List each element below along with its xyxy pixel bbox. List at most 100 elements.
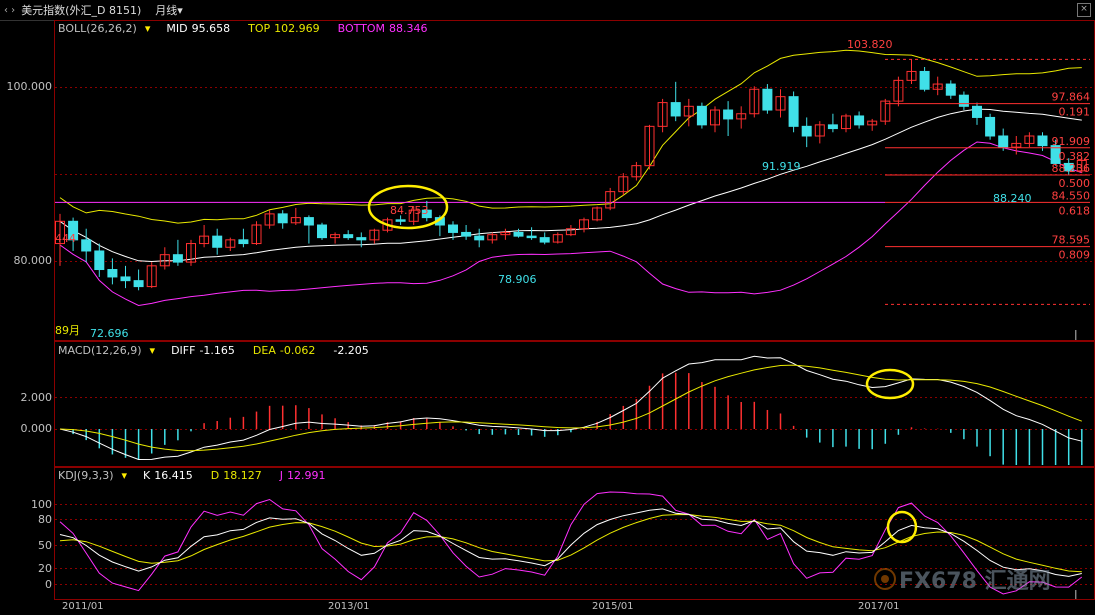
candle-body bbox=[867, 120, 878, 126]
candle-body bbox=[461, 231, 472, 237]
candle-body bbox=[539, 237, 550, 243]
candle-body bbox=[579, 219, 589, 230]
candle-body bbox=[827, 124, 838, 130]
macd-diff-label: DIFF bbox=[171, 344, 196, 357]
candle-body bbox=[618, 176, 629, 193]
candle-body bbox=[762, 88, 773, 111]
candle-body bbox=[814, 124, 825, 137]
candle-body bbox=[487, 234, 498, 241]
candle-body bbox=[395, 219, 406, 222]
candle-body bbox=[277, 213, 288, 224]
macd-dea-label: DEA bbox=[252, 344, 276, 357]
nav-arrows-icon[interactable]: ‹ › bbox=[4, 4, 16, 16]
left-month-label: 89月 bbox=[55, 324, 80, 337]
candle-body bbox=[775, 96, 786, 111]
candle-body bbox=[552, 234, 563, 243]
price-axis-label-100: 100.000 bbox=[6, 80, 53, 93]
macd-pane bbox=[59, 355, 1083, 465]
fib-ratio-label: 0.618 bbox=[1059, 204, 1091, 217]
candle-body bbox=[631, 165, 642, 178]
boll-bottom-label: BOTTOM bbox=[337, 22, 386, 35]
macd-axis-label-0: 0.000 bbox=[20, 422, 53, 435]
kdj-axis-label-80: 80 bbox=[38, 513, 52, 526]
pane-frames bbox=[54, 20, 1095, 600]
candle-body bbox=[605, 191, 616, 209]
fib-price-label: 91.909 bbox=[1052, 135, 1091, 148]
candle-body bbox=[500, 231, 511, 236]
candle-body bbox=[421, 209, 432, 219]
fib-price-label: 84.550 bbox=[1052, 189, 1091, 202]
candle-body bbox=[919, 70, 930, 90]
period-selector[interactable]: 月线▾ bbox=[155, 4, 183, 17]
candle-body bbox=[801, 125, 812, 137]
candle-body bbox=[749, 88, 760, 115]
candle-body bbox=[369, 229, 380, 241]
kdj-d-label: D bbox=[210, 469, 220, 482]
candle-body bbox=[1024, 135, 1035, 144]
boll-top-value: 102.969 bbox=[274, 22, 320, 35]
kdj-j-line bbox=[59, 491, 1083, 595]
last-low-label: 88.240 bbox=[993, 192, 1032, 205]
boll-legend: BOLL(26,26,2) ▾ MID 95.658 TOP 102.969 BO… bbox=[58, 22, 436, 36]
macd-diff-line bbox=[59, 355, 1082, 461]
candle-body bbox=[657, 102, 668, 127]
candle-body bbox=[906, 70, 917, 81]
macd-indicator-name[interactable]: MACD(12,26,9) ▾ bbox=[58, 344, 156, 357]
candle-body bbox=[513, 231, 524, 237]
fib-ratio-label: 0.809 bbox=[1059, 249, 1091, 262]
candle-body bbox=[408, 209, 419, 222]
candle-body bbox=[330, 234, 341, 239]
fib-ratio-label: 0.500 bbox=[1059, 177, 1091, 190]
fib-ratio-label: 0.382 bbox=[1059, 150, 1091, 163]
fib-price-label: 78.595 bbox=[1052, 234, 1091, 247]
candle-body bbox=[55, 220, 65, 245]
candle-body bbox=[565, 228, 576, 236]
time-axis-label-2013: 2013/01 bbox=[328, 601, 370, 612]
highlight-ellipse-kdj bbox=[886, 510, 918, 544]
kdj-axis-label-50: 50 bbox=[38, 539, 52, 552]
candle-body bbox=[172, 254, 183, 263]
candle-body bbox=[107, 269, 118, 278]
macd-diff-value: -1.165 bbox=[199, 344, 235, 357]
candle-body bbox=[225, 239, 236, 248]
candle-body bbox=[251, 224, 262, 245]
candle-body bbox=[1037, 135, 1048, 147]
macd-dea-line bbox=[59, 364, 1082, 452]
candle-body bbox=[526, 235, 537, 239]
kdj-axis-label-100: 100 bbox=[31, 498, 52, 511]
kdj-indicator-name[interactable]: KDJ(9,3,3) ▾ bbox=[58, 469, 128, 482]
candle-body bbox=[448, 224, 458, 233]
boll-indicator-name[interactable]: BOLL(26,26,2) ▾ bbox=[58, 22, 151, 35]
kdj-axis-label-0: 0 bbox=[45, 578, 52, 591]
highlight-ellipse-macd bbox=[865, 368, 915, 400]
kdj-k-value: 16.415 bbox=[154, 469, 193, 482]
candle-body bbox=[81, 239, 92, 252]
kdj-j-value: 12.991 bbox=[286, 469, 326, 482]
candle-body bbox=[893, 79, 904, 102]
candle-body bbox=[880, 100, 891, 122]
fib-price-label: 97.864 bbox=[1052, 91, 1091, 104]
boll-top-label: TOP bbox=[248, 22, 271, 35]
candle-body bbox=[1050, 145, 1061, 164]
candle-body bbox=[644, 125, 655, 167]
candle-body bbox=[159, 254, 170, 267]
boll-bottom-line bbox=[59, 141, 1082, 307]
candle-body bbox=[212, 235, 223, 248]
candle-body bbox=[592, 207, 603, 221]
kdj-axis-label-20: 20 bbox=[38, 562, 52, 575]
macd-value: -2.205 bbox=[333, 344, 369, 357]
time-axis-label-2015: 2015/01 bbox=[592, 601, 634, 612]
candle-body bbox=[723, 109, 734, 120]
kdj-k-line bbox=[59, 508, 1082, 577]
candle-body bbox=[68, 220, 79, 241]
macd-legend: MACD(12,26,9) ▾ DIFF -1.165 DEA -0.062 -2… bbox=[58, 344, 377, 358]
high-label-2013: 84.753 bbox=[390, 204, 429, 217]
highlight-ellipse-2013 bbox=[367, 184, 449, 230]
close-icon[interactable]: × bbox=[1077, 3, 1091, 17]
left-top-label: 444 bbox=[55, 232, 76, 245]
candle-body bbox=[998, 135, 1009, 148]
candle-body bbox=[945, 83, 956, 96]
instrument-title: 美元指数(外汇_D 8151) bbox=[21, 4, 142, 17]
